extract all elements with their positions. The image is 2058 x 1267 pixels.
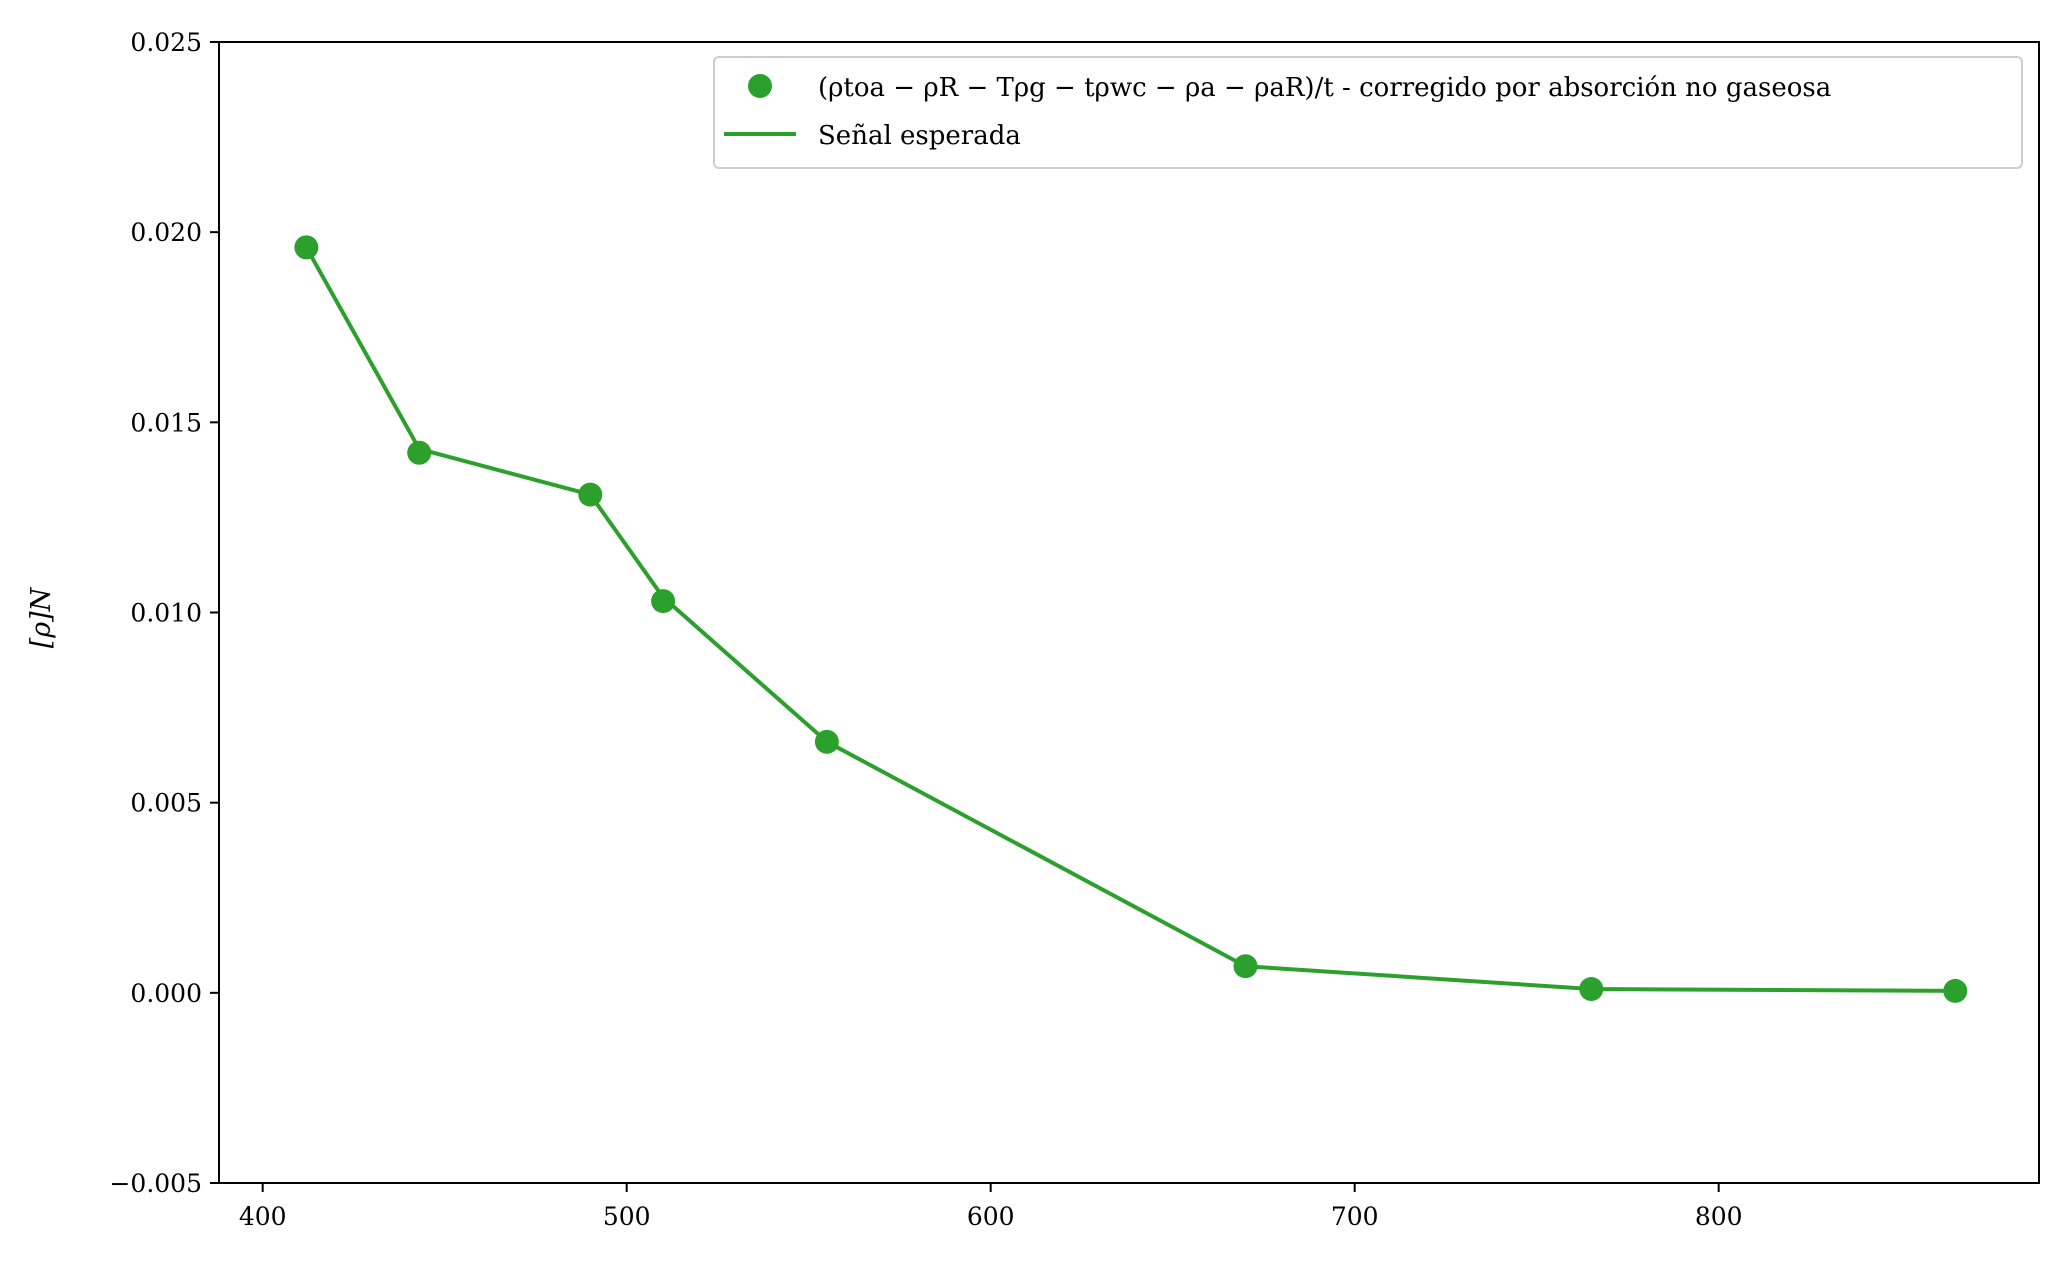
plot-series	[294, 235, 1968, 1003]
data-point-marker	[407, 440, 432, 465]
legend-marker-series-1	[748, 74, 772, 98]
legend-label-series-2: Señal esperada	[818, 121, 1021, 151]
legend-label-series-1: (ρtoa − ρR − Tρg − tρwc − ρa − ρaR)/t - …	[818, 73, 1831, 103]
y-tick-label: 0.010	[130, 599, 202, 628]
y-tick-label: 0.025	[130, 28, 202, 57]
y-tick-label: 0.020	[130, 218, 202, 247]
x-tick-label: 500	[603, 1202, 651, 1231]
legend-box	[713, 56, 2023, 169]
y-axis-label: [ρ]N	[26, 586, 57, 648]
data-point-marker	[814, 729, 839, 754]
x-axis: 400 500 600 700 800	[239, 1183, 1743, 1231]
data-point-marker	[578, 482, 603, 507]
y-tick-label: 0.015	[130, 408, 202, 437]
data-point-marker	[1943, 978, 1968, 1003]
x-tick-label: 700	[1331, 1202, 1379, 1231]
legend: (ρtoa − ρR − Tρg − tρwc − ρa − ρaR)/t - …	[713, 56, 2023, 169]
data-point-marker	[294, 235, 319, 260]
data-point-marker	[651, 589, 676, 614]
x-tick-label: 800	[1695, 1202, 1743, 1231]
data-point-marker	[1233, 954, 1258, 979]
y-tick-label: 0.005	[130, 789, 202, 818]
data-point-marker	[1579, 977, 1604, 1002]
y-axis: −0.005 0.000 0.005 0.010 0.015 0.020 0.025	[109, 28, 219, 1198]
y-tick-label: 0.000	[130, 979, 202, 1008]
x-tick-label: 400	[239, 1202, 287, 1231]
y-tick-label: −0.005	[109, 1169, 202, 1198]
series-line-senal-esperada	[304, 246, 1956, 993]
x-tick-label: 600	[967, 1202, 1015, 1231]
plot-frame	[218, 41, 2040, 1184]
